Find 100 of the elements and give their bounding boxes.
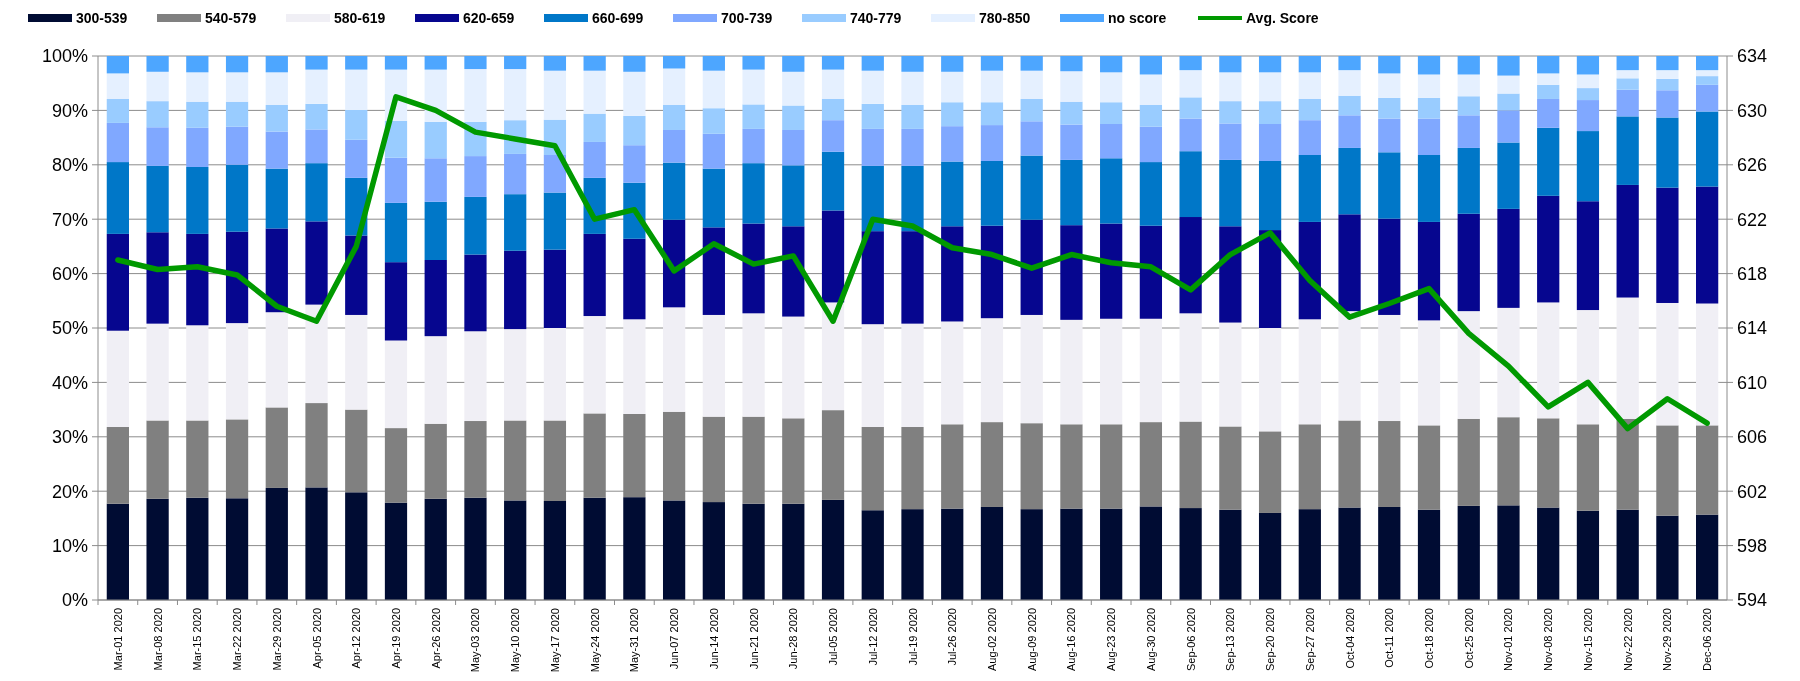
bar — [1417, 118, 1441, 156]
bar — [146, 323, 169, 421]
bar — [1060, 71, 1083, 102]
bar — [941, 71, 964, 103]
legend-label: 780-850 — [979, 10, 1031, 26]
x-tick-label: Sep-06 2020 — [1184, 608, 1197, 671]
bar — [1537, 98, 1560, 128]
bar — [821, 98, 845, 121]
bar — [1696, 186, 1719, 304]
bar — [1298, 221, 1321, 320]
bar — [305, 69, 328, 104]
x-tick-label: Mar-22 2020 — [231, 608, 244, 671]
bar — [186, 72, 209, 102]
y2-tick-label: 594 — [1737, 590, 1768, 611]
y2-tick-label: 622 — [1737, 209, 1768, 230]
bar — [305, 304, 328, 404]
bar — [1696, 70, 1719, 77]
bar — [504, 250, 527, 330]
x-tick-label: Jul-05 2020 — [827, 608, 840, 666]
bar — [1100, 124, 1123, 159]
bar — [1139, 56, 1163, 75]
bar — [1457, 505, 1480, 600]
bar — [186, 101, 209, 128]
legend-label: 300-539 — [76, 10, 128, 26]
x-tick-label: May-17 2020 — [548, 608, 561, 673]
bar — [980, 160, 1004, 226]
bar — [186, 166, 209, 234]
bar — [504, 69, 527, 121]
bar — [662, 68, 686, 105]
x-tick-label: Jul-19 2020 — [906, 608, 919, 666]
bar — [1616, 184, 1639, 298]
bar — [1457, 74, 1480, 97]
bar — [225, 231, 249, 324]
bar — [1338, 311, 1361, 421]
bar — [742, 313, 765, 417]
bar — [384, 502, 408, 600]
bar — [1060, 319, 1083, 425]
bar — [225, 323, 249, 420]
bar — [1020, 98, 1043, 122]
bar — [1219, 322, 1242, 427]
y-tick-label: 10% — [51, 535, 88, 556]
bar — [742, 163, 765, 224]
bar — [106, 56, 129, 74]
bar — [1219, 123, 1242, 160]
bar — [1417, 74, 1441, 98]
bar — [1060, 159, 1083, 226]
bar — [1179, 217, 1202, 314]
bar — [623, 71, 646, 116]
bar — [225, 101, 249, 127]
bar — [1139, 162, 1163, 226]
bar — [1497, 56, 1520, 76]
y-tick-label: 100% — [41, 46, 88, 67]
bar — [1378, 73, 1401, 98]
y2-tick-label: 610 — [1737, 372, 1768, 393]
bar — [186, 233, 209, 326]
bar — [861, 510, 884, 600]
bar — [504, 56, 527, 70]
bar — [1497, 110, 1520, 143]
x-tick-label: Aug-30 2020 — [1144, 608, 1157, 671]
bar — [1497, 142, 1520, 209]
bar — [980, 506, 1004, 600]
bar — [1298, 509, 1321, 600]
bar — [464, 56, 487, 70]
bar — [1100, 102, 1123, 124]
bar — [1497, 307, 1520, 418]
bar — [543, 70, 567, 120]
bar — [1537, 84, 1560, 99]
bar — [1537, 302, 1560, 419]
y-tick-label: 90% — [51, 100, 88, 121]
bar — [1696, 111, 1719, 187]
bar — [821, 56, 845, 70]
bar — [265, 56, 288, 73]
bar — [464, 254, 487, 332]
bar — [225, 164, 249, 232]
x-tick-label: Jul-12 2020 — [866, 608, 879, 666]
bar — [901, 104, 924, 129]
bar — [583, 56, 606, 71]
x-tick-label: Oct-18 2020 — [1423, 608, 1436, 669]
bar — [662, 162, 686, 220]
bar — [1219, 101, 1242, 124]
x-tick-label: Nov-29 2020 — [1661, 608, 1674, 671]
bar — [305, 163, 328, 222]
bar — [464, 156, 487, 197]
bar — [106, 503, 129, 600]
bar — [1497, 93, 1520, 111]
bar — [1576, 510, 1600, 600]
bar — [1616, 56, 1639, 71]
bar — [782, 56, 805, 72]
x-tick-label: Jun-14 2020 — [707, 608, 720, 670]
bar — [662, 129, 686, 163]
bar — [1139, 318, 1163, 423]
bar — [106, 162, 129, 234]
bar — [623, 115, 646, 146]
bar — [1378, 218, 1401, 315]
bar — [861, 56, 884, 71]
bar — [543, 155, 567, 193]
bar — [583, 141, 606, 178]
bar — [1457, 213, 1480, 312]
bar — [583, 113, 606, 142]
bar — [305, 129, 328, 164]
